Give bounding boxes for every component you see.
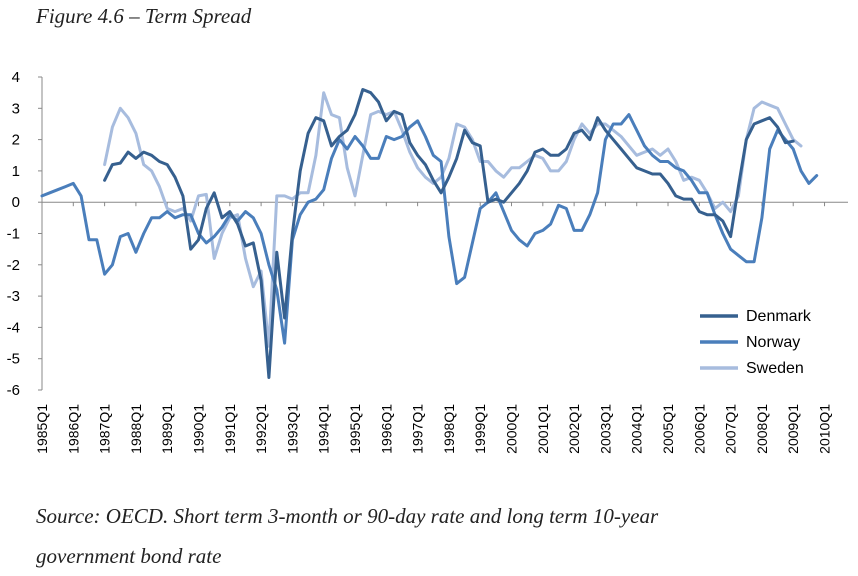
y-tick-label: 0 xyxy=(12,194,20,211)
x-tick-label: 2010Q1 xyxy=(817,404,833,454)
x-tick-label: 1997Q1 xyxy=(410,404,426,454)
x-tick-label: 2008Q1 xyxy=(754,404,770,454)
y-tick-label: -6 xyxy=(7,382,20,399)
legend-label-denmark: Denmark xyxy=(746,308,812,325)
x-tick-label: 2007Q1 xyxy=(723,404,739,454)
x-tick-label: 2004Q1 xyxy=(629,404,645,454)
series-line-norway xyxy=(40,113,819,345)
x-tick-label: 1996Q1 xyxy=(378,404,394,454)
x-tick-label: 2000Q1 xyxy=(504,404,520,454)
y-tick-label: -4 xyxy=(7,319,20,336)
x-tick-label: 2003Q1 xyxy=(597,404,613,454)
y-tick-label: -5 xyxy=(7,351,20,368)
x-tick-label: 1998Q1 xyxy=(441,404,457,454)
x-tick-label: 2002Q1 xyxy=(566,404,582,454)
x-tick-label: 1994Q1 xyxy=(316,404,332,454)
x-tick-label: 2009Q1 xyxy=(785,404,801,454)
x-tick-label: 1993Q1 xyxy=(284,404,300,454)
series-line-denmark xyxy=(103,88,795,379)
x-tick-label: 1990Q1 xyxy=(191,404,207,454)
x-tick-label: 1989Q1 xyxy=(159,404,175,454)
y-tick-label: -2 xyxy=(7,257,20,274)
y-tick-label: 3 xyxy=(12,100,20,117)
x-tick-label: 1991Q1 xyxy=(222,404,238,454)
y-tick-label: 1 xyxy=(12,163,20,180)
x-tick-label: 2001Q1 xyxy=(535,404,551,454)
x-tick-label: 1992Q1 xyxy=(253,404,269,454)
source-line-2: government bond rate xyxy=(36,544,222,568)
legend-label-norway: Norway xyxy=(746,334,800,351)
x-tick-label: 2006Q1 xyxy=(691,404,707,454)
source-note: Source: OECD. Short term 3-month or 90-d… xyxy=(36,496,836,576)
legend-label-sweden: Sweden xyxy=(746,360,804,377)
x-tick-label: 1995Q1 xyxy=(347,404,363,454)
figure-title: Figure 4.6 – Term Spread xyxy=(36,4,252,28)
x-tick-label: 1999Q1 xyxy=(472,404,488,454)
y-tick-label: -1 xyxy=(7,226,20,243)
x-tick-label: 1988Q1 xyxy=(128,404,144,454)
y-tick-label: 4 xyxy=(12,69,20,86)
y-tick-label: 2 xyxy=(12,132,20,149)
x-tick-label: 1986Q1 xyxy=(65,404,81,454)
y-tick-label: -3 xyxy=(7,288,20,305)
source-line-1: Source: OECD. Short term 3-month or 90-d… xyxy=(36,504,659,528)
x-tick-label: 1987Q1 xyxy=(97,404,113,454)
x-tick-label: 2005Q1 xyxy=(660,404,676,454)
series-line-sweden xyxy=(103,91,803,348)
x-tick-label: 1985Q1 xyxy=(34,404,50,454)
